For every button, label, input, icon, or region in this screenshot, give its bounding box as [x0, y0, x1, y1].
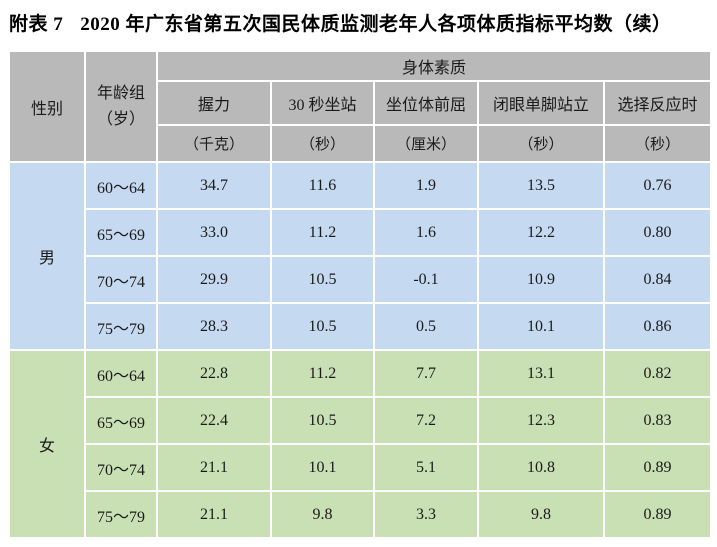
header-row-metrics: 握力 30 秒坐站 坐位体前屈 闭眼单脚站立 选择反应时 [9, 80, 712, 126]
col-header-sit-and-reach: 坐位体前屈 [373, 80, 479, 126]
value-cell: 0.86 [603, 302, 712, 351]
table-row: 75～79 21.1 9.8 3.3 9.8 0.89 [9, 490, 712, 539]
value-cell: 33.0 [156, 208, 272, 257]
value-cell: 13.1 [477, 349, 605, 398]
value-cell: 10.1 [477, 302, 605, 351]
age-group-cell: 75～79 [84, 490, 158, 539]
value-cell: 9.8 [477, 490, 605, 539]
age-group-cell: 65～69 [84, 208, 158, 257]
value-cell: 0.83 [603, 396, 712, 445]
value-cell: 28.3 [156, 302, 272, 351]
col-header-grip-strength: 握力 [156, 80, 272, 126]
table-row: 男 60～64 34.7 11.6 1.9 13.5 0.76 [8, 161, 712, 351]
table-row: 70～74 21.1 10.1 5.1 10.8 0.89 [9, 443, 712, 492]
col-header-one-leg-stand-eyes-closed: 闭眼单脚站立 [477, 80, 605, 126]
table-label: 附表 7 [9, 14, 64, 35]
value-cell: 10.9 [477, 255, 605, 304]
value-cell: 3.3 [373, 490, 479, 539]
gender-cell: 女 [8, 349, 86, 539]
unit-sit-and-reach: （厘米） [373, 124, 479, 163]
value-cell: 13.5 [477, 161, 605, 210]
value-cell: 7.2 [373, 396, 479, 445]
value-cell: 11.2 [270, 208, 375, 257]
value-cell: 1.9 [373, 161, 479, 210]
unit-sit-to-stand-30s: （秒） [270, 124, 375, 163]
age-group-cell: 75～79 [84, 302, 158, 351]
value-cell: 10.1 [270, 443, 375, 492]
value-cell: 22.8 [156, 349, 272, 398]
value-cell: 10.5 [270, 255, 375, 304]
col-header-age-group: 年龄组 （岁） [84, 50, 158, 163]
table-row: 65～69 22.4 10.5 7.2 12.3 0.83 [9, 396, 712, 445]
table-row: 75～79 28.3 10.5 0.5 10.1 0.86 [9, 302, 712, 351]
table-row: 65～69 33.0 11.2 1.6 12.2 0.80 [9, 208, 712, 257]
age-group-unit: （岁） [96, 110, 145, 128]
value-cell: 7.7 [373, 349, 479, 398]
value-cell: 9.8 [270, 490, 375, 539]
value-cell: 10.8 [477, 443, 605, 492]
col-header-sit-to-stand-30s: 30 秒坐站 [270, 80, 375, 126]
age-group-cell: 60～64 [84, 161, 158, 210]
unit-choice-reaction-time: （秒） [603, 124, 712, 163]
header-row-units: （千克） （秒） （厘米） （秒） （秒） [9, 124, 712, 163]
table-row: 70～74 29.9 10.5 -0.1 10.9 0.84 [9, 255, 712, 304]
value-cell: -0.1 [373, 255, 479, 304]
value-cell: 5.1 [373, 443, 479, 492]
header-row-group: 性别 年龄组 （岁） 身体素质 [8, 50, 712, 163]
table-body: 男 60～64 34.7 11.6 1.9 13.5 0.76 65～69 33.0 11.2 1.… [8, 161, 712, 539]
value-cell: 0.76 [603, 161, 712, 210]
age-group-cell: 60～64 [84, 349, 158, 398]
value-cell: 11.6 [270, 161, 375, 210]
col-header-choice-reaction-time: 选择反应时 [603, 80, 712, 126]
table-title-text: 2020 年广东省第五次国民体质监测老年人各项体质指标平均数（续） [80, 14, 672, 35]
col-header-physical-fitness: 身体素质 [156, 50, 712, 82]
col-header-gender: 性别 [8, 50, 86, 163]
value-cell: 21.1 [156, 490, 272, 539]
value-cell: 12.3 [477, 396, 605, 445]
page-title: 附表 7 2020 年广东省第五次国民体质监测老年人各项体质指标平均数（续） [9, 9, 709, 36]
value-cell: 10.5 [270, 396, 375, 445]
value-cell: 21.1 [156, 443, 272, 492]
value-cell: 29.9 [156, 255, 272, 304]
gender-cell: 男 [8, 161, 86, 351]
age-group-cell: 70～74 [84, 443, 158, 492]
value-cell: 10.5 [270, 302, 375, 351]
value-cell: 1.6 [373, 208, 479, 257]
fitness-table: 性别 年龄组 （岁） 身体素质 握力 30 秒坐站 坐位体前屈 闭眼单脚站立 选… [8, 50, 712, 539]
age-group-cell: 65～69 [84, 396, 158, 445]
value-cell: 12.2 [477, 208, 605, 257]
table-header: 性别 年龄组 （岁） 身体素质 握力 30 秒坐站 坐位体前屈 闭眼单脚站立 选… [8, 50, 712, 163]
value-cell: 11.2 [270, 349, 375, 398]
unit-one-leg-stand-eyes-closed: （秒） [477, 124, 605, 163]
value-cell: 0.84 [603, 255, 712, 304]
value-cell: 0.5 [373, 302, 479, 351]
value-cell: 0.89 [603, 443, 712, 492]
value-cell: 34.7 [156, 161, 272, 210]
table-row: 女 60～64 22.8 11.2 7.7 13.1 0.82 [8, 349, 712, 539]
value-cell: 0.82 [603, 349, 712, 398]
age-group-label: 年龄组 [96, 84, 145, 102]
value-cell: 22.4 [156, 396, 272, 445]
value-cell: 0.80 [603, 208, 712, 257]
age-group-cell: 70～74 [84, 255, 158, 304]
value-cell: 0.89 [603, 490, 712, 539]
unit-grip-strength: （千克） [156, 124, 272, 163]
